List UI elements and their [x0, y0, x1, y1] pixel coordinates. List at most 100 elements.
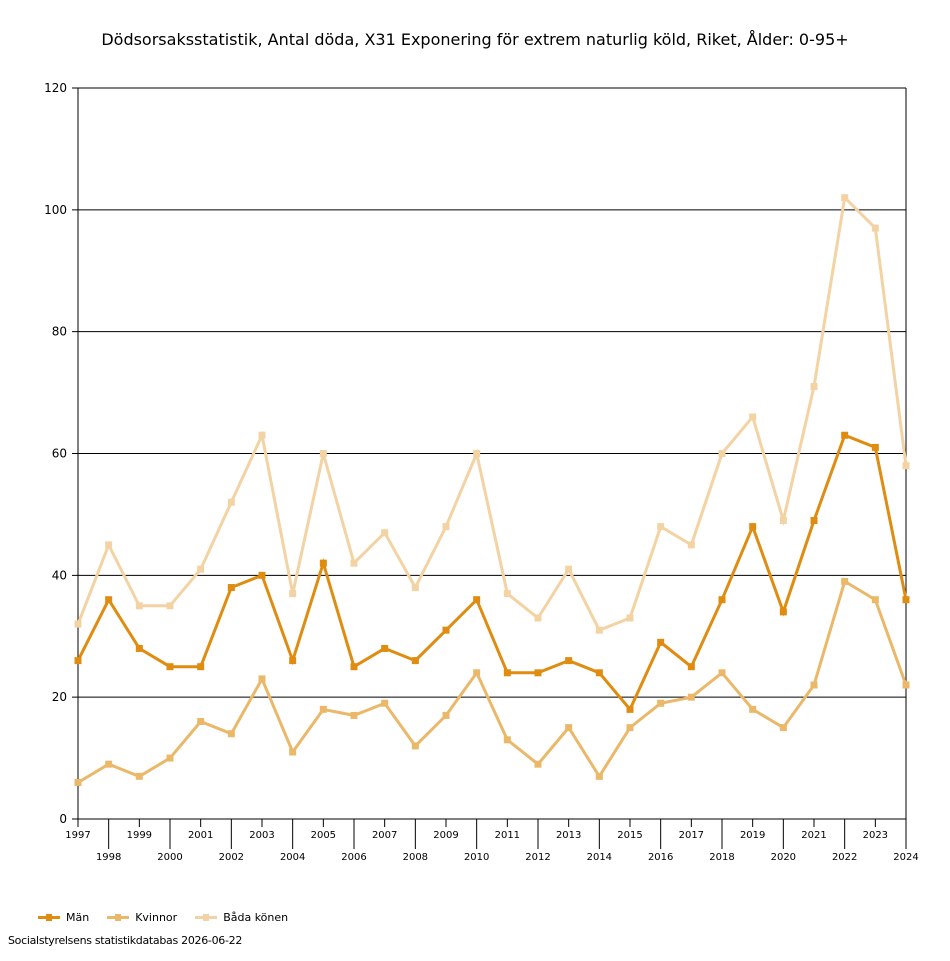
data-point	[289, 590, 297, 598]
data-point	[411, 742, 419, 750]
data-point	[810, 382, 818, 390]
data-point	[166, 602, 174, 610]
data-point	[381, 699, 389, 707]
legend-item: Män	[38, 911, 89, 924]
data-point	[687, 693, 695, 701]
data-point	[871, 443, 879, 451]
data-point	[779, 724, 787, 732]
x-tick-label: 1997	[65, 830, 90, 841]
data-point	[258, 675, 266, 683]
data-point	[626, 614, 634, 622]
x-tick-label: 2012	[525, 852, 550, 863]
series-Kvinnor	[74, 577, 910, 786]
data-point	[871, 224, 879, 232]
data-point	[473, 669, 481, 677]
data-point	[411, 584, 419, 592]
x-tick-label: 2019	[740, 830, 765, 841]
x-tick-label: 2003	[249, 830, 274, 841]
y-tick-label: 40	[52, 568, 67, 582]
legend-item: Kvinnor	[107, 911, 177, 924]
x-tick-label: 2021	[801, 830, 826, 841]
x-tick-label: 2015	[617, 830, 642, 841]
data-point	[503, 590, 511, 598]
data-point	[289, 657, 297, 665]
x-tick-label: 2009	[433, 830, 458, 841]
data-point	[350, 663, 358, 671]
data-point	[534, 614, 542, 622]
x-tick-label: 2017	[679, 830, 704, 841]
data-point	[565, 724, 573, 732]
source-note: Socialstyrelsens statistikdatabas 2026-0…	[8, 934, 243, 947]
x-tick-label: 2024	[893, 852, 918, 863]
data-point	[595, 772, 603, 780]
data-point	[749, 413, 757, 421]
data-point	[442, 523, 450, 531]
x-tick-label: 2000	[157, 852, 182, 863]
data-point	[841, 431, 849, 439]
data-point	[105, 596, 113, 604]
data-point	[718, 596, 726, 604]
data-point	[135, 602, 143, 610]
data-point	[657, 638, 665, 646]
data-point	[534, 669, 542, 677]
line-chart: 0 20 40 60 80 100 120 1997 1998 1999 2000 2001 2002…	[44, 81, 919, 863]
data-point	[718, 669, 726, 677]
data-point	[534, 760, 542, 768]
legend-swatch	[195, 914, 218, 921]
x-tick-label: 2007	[372, 830, 397, 841]
data-point	[227, 730, 235, 738]
series-line	[77, 579, 908, 784]
x-tick-label: 2013	[556, 830, 581, 841]
data-point	[565, 565, 573, 573]
x-tick-label: 2011	[495, 830, 520, 841]
x-tick-label: 2023	[863, 830, 888, 841]
data-point	[227, 584, 235, 592]
data-point	[258, 571, 266, 579]
data-point	[319, 705, 327, 713]
data-point	[74, 657, 82, 665]
x-tick-label: 2022	[832, 852, 857, 863]
data-point	[718, 450, 726, 457]
gridlines	[72, 87, 906, 820]
data-point	[74, 620, 82, 628]
data-point	[810, 681, 818, 689]
x-tick-label: 2010	[464, 852, 489, 863]
data-point	[657, 523, 665, 531]
y-tick-label: 100	[44, 203, 67, 217]
data-point	[350, 711, 358, 719]
chart-title: Dödsorsaksstatistik, Antal döda, X31 Exp…	[101, 30, 849, 49]
legend-label: Kvinnor	[135, 911, 178, 924]
data-point	[227, 498, 235, 506]
x-tick-label: 2014	[587, 852, 612, 863]
axes	[77, 88, 907, 819]
data-point	[442, 711, 450, 719]
data-point	[350, 559, 358, 567]
series-lines	[74, 194, 910, 786]
series-line	[76, 194, 908, 633]
data-point	[810, 517, 818, 525]
data-point	[749, 523, 757, 531]
data-point	[749, 705, 757, 713]
data-point	[871, 596, 879, 604]
y-tick-label: 0	[59, 812, 67, 826]
y-tick-labels: 0 20 40 60 80 100 120	[44, 81, 67, 826]
data-point	[166, 663, 174, 671]
data-point	[779, 608, 787, 616]
x-tick-label: 2002	[219, 852, 244, 863]
data-point	[841, 194, 849, 202]
legend-item: Båda könen	[195, 911, 288, 924]
series-line	[76, 433, 908, 713]
x-tick-label: 2018	[709, 852, 734, 863]
x-tick-label: 2001	[188, 830, 213, 841]
x-tick-label: 2005	[311, 830, 336, 841]
legend-label: Båda könen	[223, 911, 289, 924]
x-tick-label: 2004	[280, 852, 305, 863]
data-point	[197, 565, 205, 573]
data-point	[442, 626, 450, 634]
data-point	[687, 541, 695, 549]
data-point	[902, 462, 910, 470]
data-point	[289, 748, 297, 756]
legend-swatch	[107, 914, 130, 921]
x-tick-label: 2006	[341, 852, 366, 863]
data-point	[135, 644, 143, 652]
